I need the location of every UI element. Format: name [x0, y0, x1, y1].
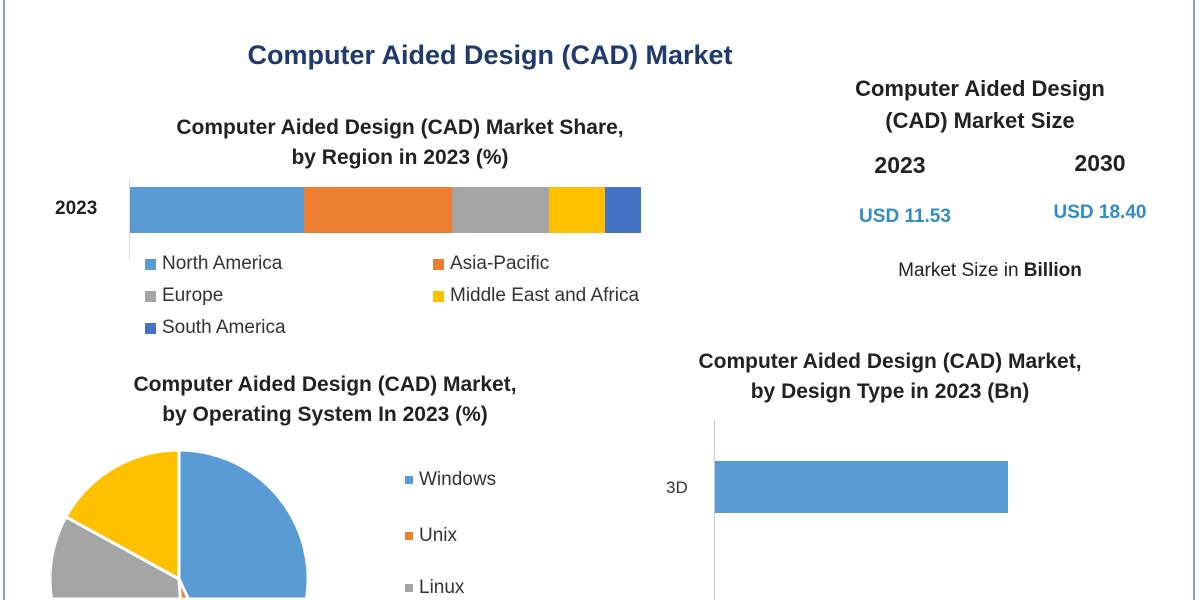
legend-swatch: [145, 322, 156, 334]
pie-slice-other: [63, 448, 181, 582]
legend-middle-east-africa: Middle East and Africa: [433, 286, 639, 306]
region-chart-title: Computer Aided Design (CAD) Market Share…: [80, 113, 720, 173]
legend-windows: Windows: [405, 470, 496, 490]
bar-segment-north-america: [130, 187, 304, 233]
design-chart-title: Computer Aided Design (CAD) Market, by D…: [630, 347, 1150, 407]
legend-label: Asia-Pacific: [450, 253, 550, 274]
design-chart-title-line1: Computer Aided Design (CAD) Market,: [698, 350, 1082, 373]
region-chart-title-line2: by Region in 2023 (%): [291, 146, 509, 169]
legend-label: Middle East and Africa: [450, 285, 640, 306]
market-value-2030: USD 18.40: [1053, 202, 1147, 223]
legend-label: Unix: [419, 525, 458, 546]
os-pie-chart: [48, 448, 310, 600]
os-chart-title-line2: by Operating System In 2023 (%): [162, 403, 488, 426]
legend-label: Windows: [419, 469, 497, 490]
bar-segment-south-america: [605, 187, 641, 233]
main-title: Computer Aided Design (CAD) Market: [247, 40, 733, 70]
legend-swatch: [433, 290, 444, 302]
legend-swatch: [145, 290, 156, 302]
design-chart-title-line2: by Design Type in 2023 (Bn): [750, 380, 1030, 403]
region-axis: [129, 180, 130, 260]
legend-north-america: North America: [145, 254, 282, 274]
legend-unix: Unix: [405, 526, 457, 546]
infographic-frame: [3, 0, 1195, 600]
legend-swatch: [405, 584, 413, 592]
bar-segment-asia-pacific: [303, 187, 452, 233]
market-value-2023: USD 11.53: [859, 206, 951, 227]
bar-segment-middle-east-and-africa: [549, 187, 606, 233]
region-chart-title-line1: Computer Aided Design (CAD) Market Share…: [176, 116, 624, 139]
design-bar-3d: [715, 461, 1008, 513]
market-size-note-unit: Billion: [1023, 260, 1082, 281]
market-size-title-line1: Computer Aided Design: [855, 76, 1105, 101]
legend-swatch: [405, 476, 413, 484]
legend-swatch: [405, 532, 413, 540]
pie-slice-linux: [48, 514, 182, 600]
legend-linux: Linux: [405, 578, 464, 598]
legend-south-america: South America: [145, 318, 286, 338]
market-size-note: Market Size in Billion: [820, 260, 1160, 282]
market-size-title-line2: (CAD) Market Size: [885, 108, 1075, 133]
design-axis: [714, 420, 715, 600]
os-chart-title-line1: Computer Aided Design (CAD) Market,: [133, 373, 517, 396]
year-2030: 2030: [1074, 150, 1126, 176]
legend-asia-pacific: Asia-Pacific: [433, 254, 549, 274]
region-category-label: 2023: [55, 198, 98, 219]
year-2023: 2023: [874, 152, 926, 178]
market-size-title: Computer Aided Design (CAD) Market Size: [820, 73, 1140, 137]
legend-label: Europe: [162, 285, 224, 306]
pie-slice-windows: [177, 448, 310, 600]
legend-europe: Europe: [145, 286, 223, 306]
legend-label: North America: [162, 253, 283, 274]
market-size-note-prefix: Market Size in: [898, 260, 1024, 281]
legend-label: Linux: [419, 577, 465, 598]
design-category-label: 3D: [666, 478, 688, 497]
bar-segment-europe: [451, 187, 549, 233]
os-chart-title: Computer Aided Design (CAD) Market, by O…: [0, 370, 650, 430]
legend-swatch: [433, 258, 444, 270]
legend-swatch: [145, 258, 156, 270]
legend-label: South America: [162, 317, 286, 338]
